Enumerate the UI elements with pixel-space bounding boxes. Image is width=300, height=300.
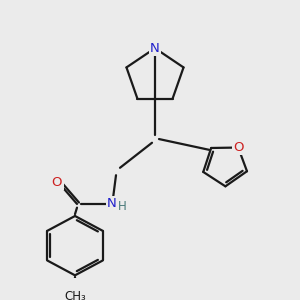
Text: CH₃: CH₃: [64, 290, 86, 300]
Text: H: H: [118, 200, 126, 213]
Text: N: N: [150, 42, 160, 55]
Text: O: O: [233, 141, 243, 154]
Text: N: N: [107, 197, 117, 210]
Text: O: O: [52, 176, 62, 189]
